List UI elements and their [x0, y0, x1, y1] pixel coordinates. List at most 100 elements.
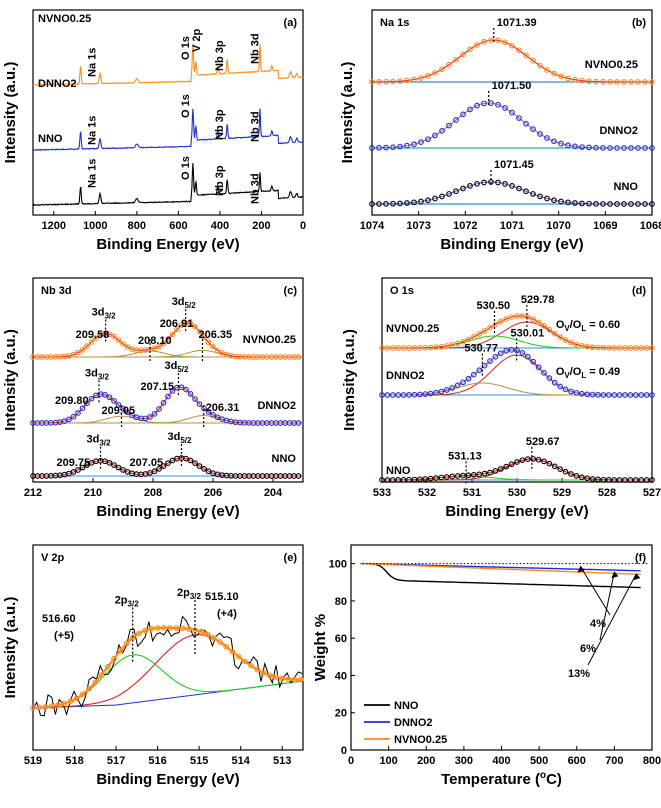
data-marker	[562, 386, 569, 393]
data-marker	[649, 145, 655, 151]
panel-label: (c)	[284, 285, 298, 297]
peak-value: 206.91	[160, 318, 194, 330]
data-marker	[492, 353, 499, 360]
oxidation-state: (+4)	[217, 608, 237, 620]
data-marker	[160, 463, 167, 469]
data-marker	[443, 474, 450, 480]
data-marker	[460, 472, 466, 479]
data-marker	[397, 143, 403, 150]
data-marker	[165, 393, 171, 400]
data-marker	[622, 477, 628, 483]
x-tick-label: 300	[455, 755, 473, 767]
data-marker	[183, 455, 189, 462]
data-marker	[416, 345, 423, 351]
x-tick-label: 210	[84, 487, 102, 499]
data-marker	[562, 468, 569, 475]
data-marker	[439, 193, 445, 200]
data-marker	[210, 344, 216, 350]
data-marker	[476, 367, 483, 374]
y-axis-label: Intensity (a.u.)	[2, 329, 19, 431]
data-marker	[487, 324, 493, 331]
data-marker	[379, 392, 385, 398]
peak-value: 207.05	[130, 457, 164, 469]
data-marker	[425, 197, 431, 204]
data-marker	[460, 51, 466, 58]
data-marker	[495, 179, 501, 186]
data-marker	[205, 409, 212, 415]
data-marker	[530, 316, 537, 323]
data-marker	[400, 392, 407, 398]
data-marker	[55, 702, 61, 709]
data-marker	[524, 314, 531, 321]
annotation-arrow	[580, 566, 611, 616]
data-marker	[406, 345, 412, 351]
data-marker	[411, 391, 418, 398]
x-tick-label: 100	[379, 755, 397, 767]
data-marker	[432, 132, 438, 139]
data-marker	[79, 691, 86, 697]
peak-label: O 1s	[180, 94, 192, 118]
data-marker	[503, 316, 510, 322]
peak-label: Nb 3d	[249, 111, 261, 142]
data-marker	[298, 676, 304, 683]
data-marker	[439, 66, 445, 73]
data-marker	[627, 392, 634, 398]
peak-label: Nb 3p	[214, 40, 226, 71]
data-marker	[460, 379, 466, 386]
data-marker	[638, 477, 645, 483]
data-marker	[241, 658, 248, 665]
peak-value: 530.77	[464, 343, 498, 355]
ratio-label: OV/OL = 0.60	[556, 319, 620, 333]
data-marker	[411, 141, 417, 148]
x-tick-label: 528	[598, 487, 616, 499]
data-marker	[404, 200, 410, 206]
x-tick-label: 533	[373, 487, 391, 499]
weight-loss-label: 13%	[568, 668, 590, 680]
data-marker	[86, 685, 92, 692]
data-marker	[205, 339, 212, 346]
data-marker	[379, 477, 385, 483]
data-marker	[30, 705, 36, 711]
data-marker	[433, 389, 439, 396]
orbital-label: 3d3/2	[87, 434, 112, 448]
peak-value: 529.67	[526, 436, 560, 448]
series-label: NNO	[272, 453, 297, 465]
data-marker	[165, 460, 171, 466]
panel-label: (e)	[284, 552, 298, 564]
data-marker	[151, 411, 158, 417]
data-marker	[558, 73, 564, 80]
data-marker	[514, 459, 520, 465]
data-marker	[400, 476, 407, 483]
data-marker	[169, 331, 176, 338]
data-marker	[467, 183, 473, 189]
data-marker	[523, 120, 529, 127]
data-marker	[102, 391, 108, 398]
data-marker	[395, 345, 402, 351]
data-marker	[196, 401, 203, 407]
data-marker	[476, 471, 483, 478]
data-marker	[586, 144, 592, 151]
data-marker	[584, 391, 591, 398]
data-marker	[295, 354, 302, 360]
arrow-head	[633, 573, 641, 581]
x-tick-label: 204	[264, 487, 283, 499]
data-marker	[384, 345, 391, 351]
data-marker	[537, 62, 543, 69]
data-marker	[229, 648, 236, 655]
data-marker	[600, 344, 607, 351]
peak-value: 209.05	[102, 405, 136, 417]
x-tick-label: 1071	[500, 220, 524, 232]
data-marker	[61, 700, 68, 707]
x-tick-label: 400	[492, 755, 510, 767]
x-tick-label: 600	[169, 220, 187, 232]
data-marker	[369, 201, 375, 207]
x-axis-label: Binding Energy (eV)	[96, 771, 239, 788]
tga-line	[360, 562, 641, 576]
data-marker	[111, 398, 117, 404]
data-marker	[169, 388, 176, 394]
data-marker	[579, 77, 585, 84]
data-marker	[600, 201, 606, 207]
data-marker	[147, 414, 153, 420]
data-marker	[474, 180, 480, 187]
data-marker	[579, 144, 585, 150]
